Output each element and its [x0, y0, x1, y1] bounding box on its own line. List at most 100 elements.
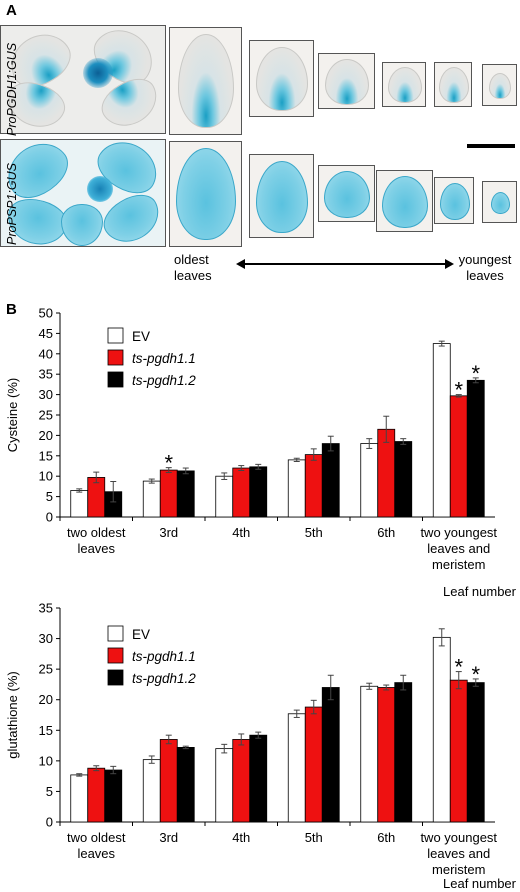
legend-label: ts-pgdh1.1 [132, 351, 196, 366]
legend-swatch [107, 327, 124, 344]
x-tick-label: two youngest [420, 525, 497, 540]
x-axis-label: Leaf number [443, 876, 517, 891]
y-axis-label: Cysteine (%) [5, 378, 20, 452]
legend-swatch [107, 647, 124, 664]
oldest-leaves-label: oldest leaves [174, 252, 212, 283]
y-tick-label: 40 [39, 346, 53, 361]
pgdh1-rosette-photo [0, 25, 166, 134]
y-tick-label: 15 [39, 723, 53, 738]
x-tick-label: meristem [432, 557, 485, 572]
x-tick-label: 4th [232, 525, 250, 540]
x-tick-label: 4th [232, 830, 250, 845]
row2-genotype-label: ProPSP1:GUS [5, 163, 19, 245]
legend-swatch [107, 669, 124, 686]
y-tick-label: 5 [46, 489, 53, 504]
y-tick-label: 35 [39, 367, 53, 382]
y-tick-label: 5 [46, 784, 53, 799]
y-tick-label: 35 [39, 601, 53, 616]
bar [360, 685, 379, 823]
psp1-leaf-3 [318, 165, 375, 222]
significance-asterisk: * [164, 451, 173, 476]
bar [377, 687, 396, 823]
pgdh1-leaf-6 [482, 64, 517, 106]
bar [232, 739, 251, 823]
age-arrow [236, 259, 454, 269]
psp1-leaf-5 [434, 177, 474, 224]
legend-label: EV [132, 329, 150, 344]
youngest-leaves-label: youngest leaves [458, 252, 512, 283]
x-tick-label: 3rd [159, 830, 178, 845]
bar [449, 679, 468, 823]
bar [104, 769, 123, 823]
bar [321, 687, 340, 823]
legend-swatch [107, 349, 124, 366]
y-tick-label: 30 [39, 631, 53, 646]
x-tick-label: 5th [305, 525, 323, 540]
x-tick-label: two youngest [420, 830, 497, 845]
significance-asterisk: * [471, 662, 480, 687]
psp1-leaf-6 [482, 181, 517, 223]
bar [232, 467, 251, 518]
bar [159, 739, 178, 823]
pgdh1-leaf-3 [318, 53, 375, 109]
psp1-rosette-photo [0, 139, 166, 247]
y-tick-label: 25 [39, 408, 53, 423]
bar [304, 706, 323, 823]
pgdh1-leaf-5 [434, 62, 472, 107]
row1-genotype-label: ProPGDH1:GUS [5, 42, 19, 136]
bar [304, 454, 323, 518]
significance-asterisk: * [454, 655, 463, 680]
bar [466, 682, 485, 823]
x-tick-label: 5th [305, 830, 323, 845]
y-tick-label: 30 [39, 387, 53, 402]
pgdh1-leaf-2 [249, 40, 314, 117]
bar [142, 480, 161, 518]
x-tick-label: 6th [377, 830, 395, 845]
y-axis-label: glutathione (%) [5, 671, 20, 758]
bar [87, 767, 106, 823]
x-tick-label: two oldest [67, 525, 126, 540]
x-tick-label: 3rd [159, 525, 178, 540]
bar [70, 774, 89, 823]
x-tick-label: leaves and [427, 846, 490, 861]
significance-asterisk: * [454, 378, 463, 403]
bar [249, 466, 268, 518]
psp1-leaf-1 [169, 141, 242, 247]
pgdh1-leaf-4 [382, 62, 426, 107]
bar [176, 747, 195, 823]
bar [159, 469, 178, 518]
y-tick-label: 50 [39, 306, 53, 321]
x-tick-label: two oldest [67, 830, 126, 845]
y-tick-label: 20 [39, 428, 53, 443]
bar [466, 379, 485, 518]
panel-b-label: B [6, 301, 17, 318]
legend-label: ts-pgdh1.1 [132, 649, 196, 664]
y-tick-label: 45 [39, 326, 53, 341]
pgdh1-leaf-1 [169, 27, 242, 135]
bar [70, 490, 89, 518]
y-tick-label: 0 [46, 510, 53, 525]
bar [87, 477, 106, 518]
legend-swatch [107, 625, 124, 642]
y-tick-label: 0 [46, 815, 53, 830]
bar [215, 475, 234, 518]
x-tick-label: leaves [77, 846, 115, 861]
bar [249, 734, 268, 823]
x-axis-label: Leaf number [443, 584, 517, 599]
bar [287, 459, 306, 518]
bar [142, 759, 161, 823]
y-tick-label: 10 [39, 469, 53, 484]
bar [449, 395, 468, 518]
x-tick-label: meristem [432, 862, 485, 877]
legend-swatch [107, 371, 124, 388]
significance-asterisk: * [471, 361, 480, 386]
legend-label: ts-pgdh1.2 [132, 671, 196, 686]
legend-label: EV [132, 627, 150, 642]
x-tick-label: 6th [377, 525, 395, 540]
panel-a-label: A [6, 2, 17, 19]
x-tick-label: leaves and [427, 541, 490, 556]
x-tick-label: leaves [77, 541, 115, 556]
y-tick-label: 10 [39, 753, 53, 768]
bar [321, 443, 340, 518]
y-tick-label: 25 [39, 662, 53, 677]
